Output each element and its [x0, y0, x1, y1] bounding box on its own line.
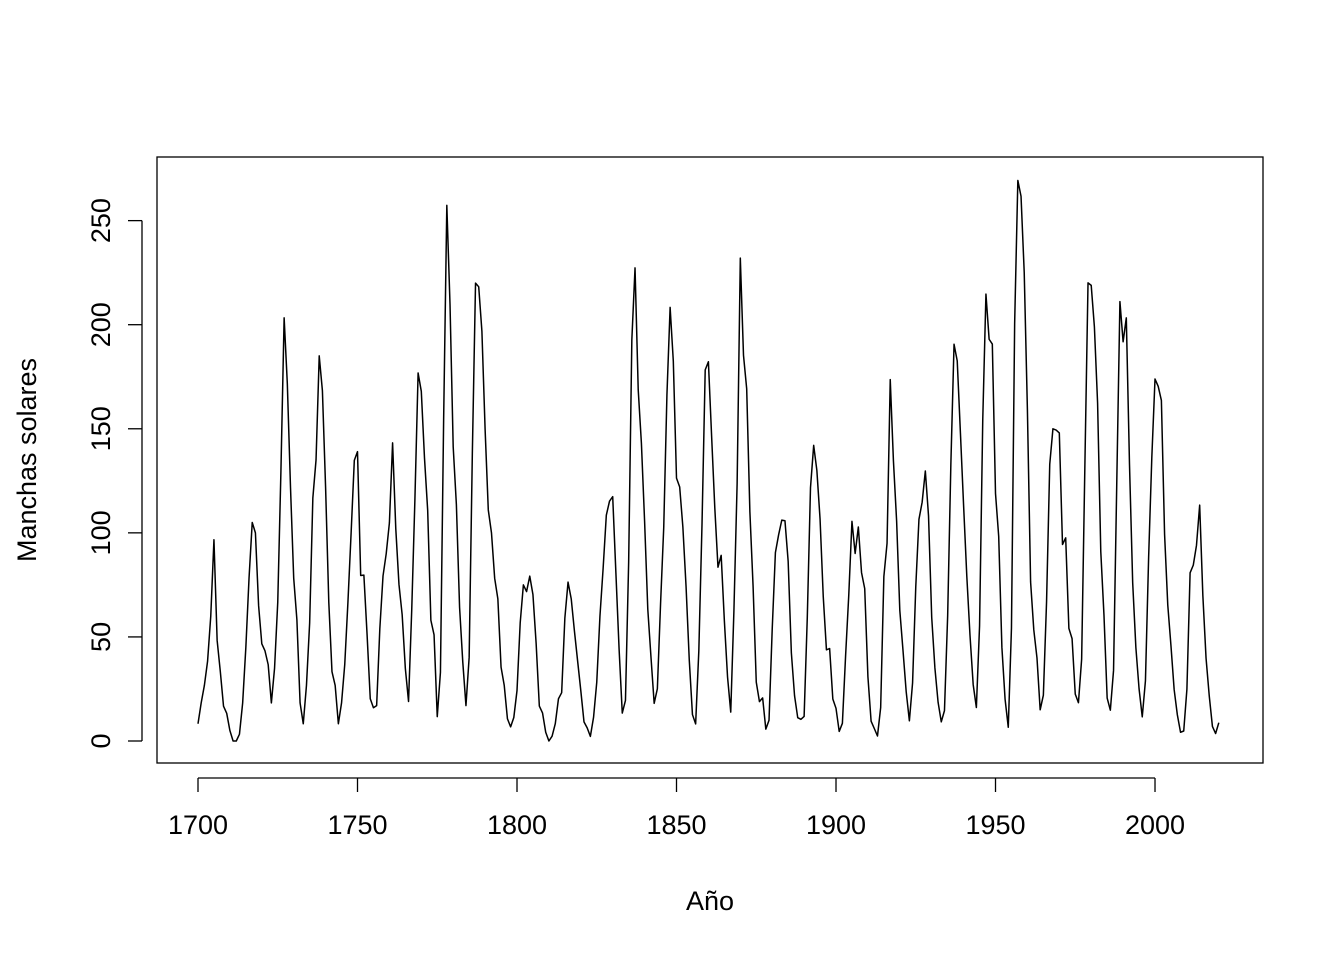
y-tick-label: 150 [86, 406, 116, 451]
data-points [198, 180, 1219, 741]
x-tick-label: 2000 [1125, 810, 1185, 840]
y-tick-label: 200 [86, 302, 116, 347]
x-tick-label: 1950 [965, 810, 1025, 840]
y-tick-label: 250 [86, 198, 116, 243]
y-tick-label: 0 [86, 733, 116, 748]
x-tick-label: 1750 [327, 810, 387, 840]
x-axis-title: Año [686, 886, 734, 916]
x-tick-label: 1700 [168, 810, 228, 840]
plot-frame [156, 156, 1264, 764]
x-tick-label: 1850 [646, 810, 706, 840]
y-axis-title: Manchas solares [12, 358, 42, 562]
y-tick-label: 100 [86, 510, 116, 555]
x-tick-label: 1800 [487, 810, 547, 840]
x-tick-label: 1900 [806, 810, 866, 840]
series-line [197, 179, 1220, 742]
x-axis: 1700 1750 1800 1850 1900 1950 2000 [168, 777, 1185, 840]
y-tick-label: 50 [86, 622, 116, 652]
y-axis: 0 50 100 150 200 250 [86, 198, 143, 749]
